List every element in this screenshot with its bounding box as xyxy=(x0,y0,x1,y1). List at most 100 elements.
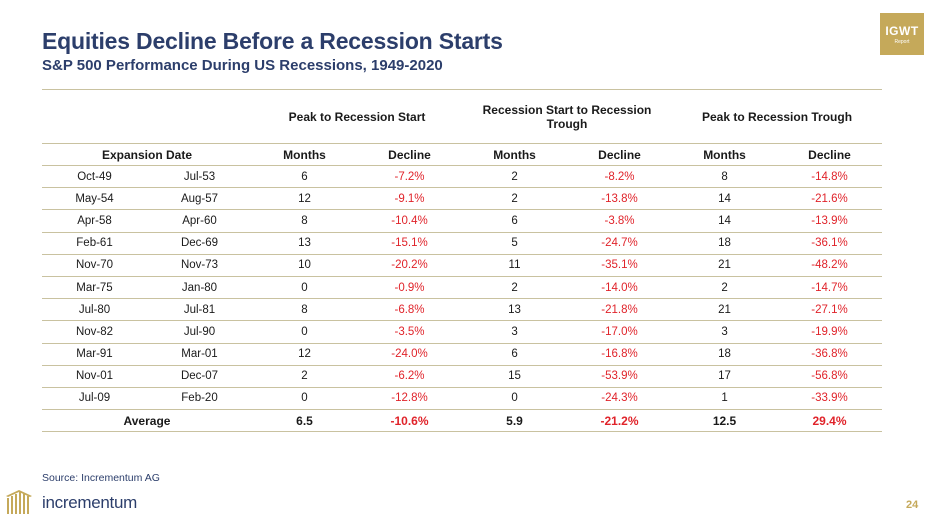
column-header-decline: Decline xyxy=(567,143,673,166)
cell-months-peak-to-trough: 14 xyxy=(672,209,778,233)
group-header-peak-to-trough: Peak to Recession Trough xyxy=(672,89,883,144)
cell-months-start-to-trough: 3 xyxy=(462,320,568,344)
cell-decline-peak-to-start: -20.2% xyxy=(357,254,463,277)
cell-months-start-to-trough: 0 xyxy=(462,387,568,411)
table-body: Oct-49 Jul-53 6 -7.2% 2 -8.2% 8 -14.8% May-54 Aug… xyxy=(42,165,883,433)
cell-decline-peak-to-trough: -14.7% xyxy=(777,276,883,300)
cell-decline-start-to-trough: -24.7% xyxy=(567,232,673,255)
logo-wordmark: incrementum xyxy=(42,493,137,512)
cell-decline-peak-to-start: -6.8% xyxy=(357,298,463,322)
cell-decline-peak-to-trough: -36.8% xyxy=(777,343,883,366)
cell-decline-peak-to-start: -9.1% xyxy=(357,187,463,211)
cell-expansion-end: Jul-81 xyxy=(147,298,252,322)
cell-months-peak-to-start: 12 xyxy=(252,187,357,211)
cell-months-peak-to-trough: 2 xyxy=(672,276,778,300)
cell-months-peak-to-start: 0 xyxy=(252,387,357,411)
column-header-months: Months xyxy=(672,143,778,166)
avg-months-peak-to-start: 6.5 xyxy=(252,409,357,433)
cell-months-start-to-trough: 15 xyxy=(462,365,568,388)
average-row: Average 6.5 -10.6% 5.9 -21.2% 12.5 29.4% xyxy=(42,409,883,433)
cell-months-peak-to-trough: 8 xyxy=(672,165,778,189)
cell-months-peak-to-start: 6 xyxy=(252,165,357,189)
cell-peak-date: Feb-61 xyxy=(42,232,147,255)
cell-months-peak-to-start: 2 xyxy=(252,365,357,388)
cell-decline-peak-to-trough: -48.2% xyxy=(777,254,883,277)
page-title: Equities Decline Before a Recession Star… xyxy=(42,28,503,54)
cell-expansion-end: Feb-20 xyxy=(147,387,252,411)
avg-months-start-to-trough: 5.9 xyxy=(462,409,568,433)
cell-expansion-end: Dec-07 xyxy=(147,365,252,388)
badge-main-text: IGWT xyxy=(885,24,919,38)
column-header-expansion-date: Expansion Date xyxy=(42,143,252,166)
cell-decline-start-to-trough: -3.8% xyxy=(567,209,673,233)
cell-decline-peak-to-start: -12.8% xyxy=(357,387,463,411)
cell-decline-peak-to-trough: -36.1% xyxy=(777,232,883,255)
cell-months-peak-to-trough: 18 xyxy=(672,343,778,366)
table-row: Oct-49 Jul-53 6 -7.2% 2 -8.2% 8 -14.8% xyxy=(42,165,883,189)
cell-months-peak-to-start: 8 xyxy=(252,298,357,322)
cell-months-start-to-trough: 13 xyxy=(462,298,568,322)
table-row: Feb-61 Dec-69 13 -15.1% 5 -24.7% 18 -36.1% xyxy=(42,232,883,255)
cell-decline-start-to-trough: -24.3% xyxy=(567,387,673,411)
cell-decline-peak-to-trough: -21.6% xyxy=(777,187,883,211)
incrementum-logo: incrementum xyxy=(4,490,137,516)
cell-decline-start-to-trough: -53.9% xyxy=(567,365,673,388)
cell-expansion-end: Jul-53 xyxy=(147,165,252,189)
table-row: Mar-91 Mar-01 12 -24.0% 6 -16.8% 18 -36.8% xyxy=(42,343,883,366)
cell-months-start-to-trough: 11 xyxy=(462,254,568,277)
avg-months-peak-to-trough: 12.5 xyxy=(672,409,778,433)
cell-decline-peak-to-start: -0.9% xyxy=(357,276,463,300)
cell-months-start-to-trough: 5 xyxy=(462,232,568,255)
cell-decline-peak-to-trough: -27.1% xyxy=(777,298,883,322)
column-header-row: Expansion Date Months Decline Months Dec… xyxy=(42,143,883,166)
average-label: Average xyxy=(42,409,252,433)
cell-decline-peak-to-trough: -19.9% xyxy=(777,320,883,344)
cell-expansion-end: Dec-69 xyxy=(147,232,252,255)
cell-months-peak-to-start: 12 xyxy=(252,343,357,366)
igwt-report-badge: IGWT Report xyxy=(880,13,924,55)
cell-months-start-to-trough: 2 xyxy=(462,165,568,189)
column-header-decline: Decline xyxy=(357,143,463,166)
cell-decline-peak-to-start: -7.2% xyxy=(357,165,463,189)
table-row: Jul-09 Feb-20 0 -12.8% 0 -24.3% 1 -33.9% xyxy=(42,387,883,411)
avg-decline-peak-to-start: -10.6% xyxy=(357,409,463,433)
cell-decline-peak-to-trough: -13.9% xyxy=(777,209,883,233)
cell-months-start-to-trough: 6 xyxy=(462,209,568,233)
cell-decline-peak-to-start: -24.0% xyxy=(357,343,463,366)
cell-expansion-end: Aug-57 xyxy=(147,187,252,211)
cell-months-peak-to-trough: 14 xyxy=(672,187,778,211)
page-number: 24 xyxy=(906,499,919,511)
recession-table-container: Peak to Recession Start Recession Start … xyxy=(42,89,883,433)
cell-months-start-to-trough: 6 xyxy=(462,343,568,366)
cell-months-peak-to-trough: 21 xyxy=(672,254,778,277)
cell-decline-start-to-trough: -16.8% xyxy=(567,343,673,366)
table-row: Nov-82 Jul-90 0 -3.5% 3 -17.0% 3 -19.9% xyxy=(42,320,883,344)
cell-months-start-to-trough: 2 xyxy=(462,276,568,300)
cell-months-peak-to-trough: 3 xyxy=(672,320,778,344)
avg-decline-start-to-trough: -21.2% xyxy=(567,409,673,433)
recession-table: Peak to Recession Start Recession Start … xyxy=(42,89,883,433)
cell-months-peak-to-start: 0 xyxy=(252,276,357,300)
table-row: Nov-70 Nov-73 10 -20.2% 11 -35.1% 21 -48.2% xyxy=(42,254,883,277)
page-subtitle: S&P 500 Performance During US Recessions… xyxy=(42,57,443,74)
cell-decline-peak-to-start: -10.4% xyxy=(357,209,463,233)
table-row: May-54 Aug-57 12 -9.1% 2 -13.8% 14 -21.6% xyxy=(42,187,883,211)
incrementum-logo-icon xyxy=(6,490,32,514)
cell-expansion-end: Jan-80 xyxy=(147,276,252,300)
cell-months-peak-to-start: 8 xyxy=(252,209,357,233)
cell-peak-date: Apr-58 xyxy=(42,209,147,233)
cell-decline-peak-to-start: -3.5% xyxy=(357,320,463,344)
cell-decline-peak-to-trough: -56.8% xyxy=(777,365,883,388)
cell-months-start-to-trough: 2 xyxy=(462,187,568,211)
cell-decline-peak-to-trough: -14.8% xyxy=(777,165,883,189)
cell-expansion-end: Nov-73 xyxy=(147,254,252,277)
cell-decline-peak-to-start: -15.1% xyxy=(357,232,463,255)
table-row: Jul-80 Jul-81 8 -6.8% 13 -21.8% 21 -27.1% xyxy=(42,298,883,322)
cell-peak-date: Nov-82 xyxy=(42,320,147,344)
cell-decline-start-to-trough: -35.1% xyxy=(567,254,673,277)
cell-peak-date: May-54 xyxy=(42,187,147,211)
cell-decline-peak-to-trough: -33.9% xyxy=(777,387,883,411)
column-header-months: Months xyxy=(252,143,357,166)
cell-months-peak-to-trough: 17 xyxy=(672,365,778,388)
cell-months-peak-to-trough: 18 xyxy=(672,232,778,255)
